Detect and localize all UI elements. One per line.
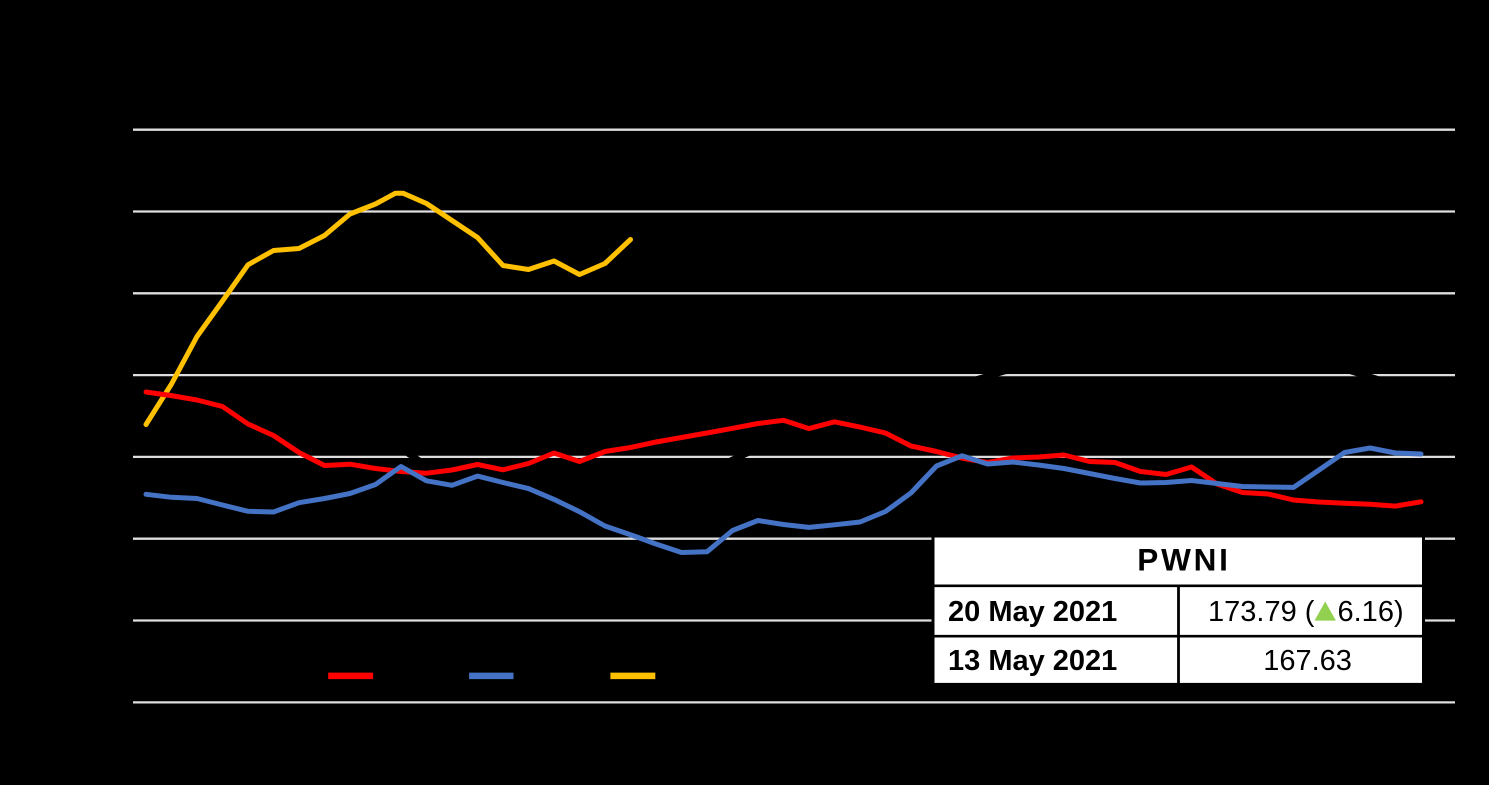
svg-text:6.16): 6.16)	[1338, 596, 1404, 628]
svg-text:173.79 (: 173.79 (	[1208, 596, 1315, 628]
svg-text:167.63: 167.63	[1263, 645, 1352, 677]
svg-text:13 May 2021: 13 May 2021	[948, 645, 1117, 677]
svg-text:PWNI: PWNI	[1137, 541, 1230, 577]
svg-text:20 May 2021: 20 May 2021	[948, 596, 1117, 628]
